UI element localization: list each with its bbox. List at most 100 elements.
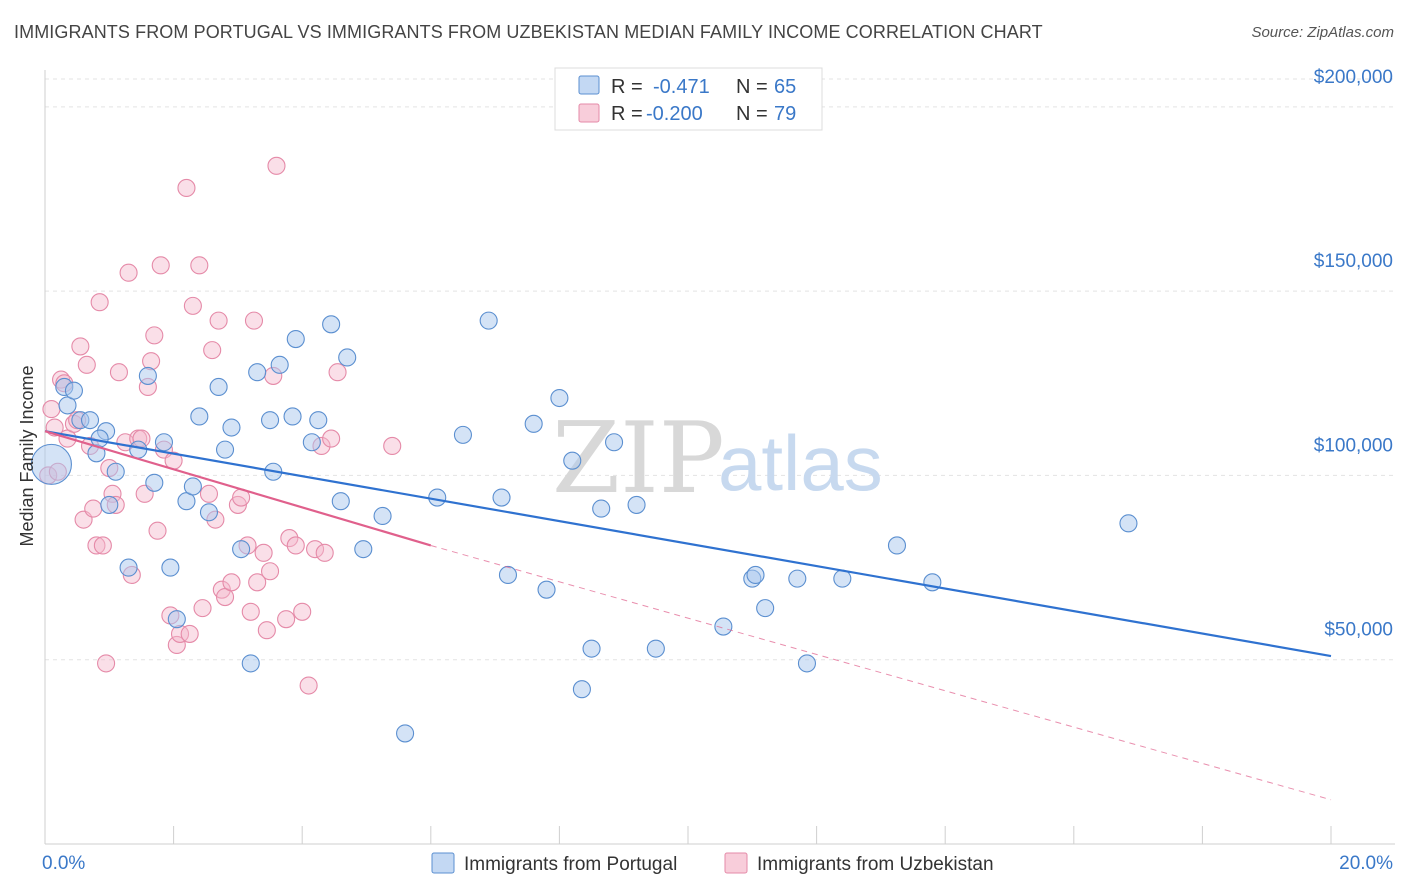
- portugal-point: [797, 654, 817, 673]
- uzbekistan-point: [119, 263, 138, 282]
- portugal-point: [100, 495, 119, 514]
- portugal-point: [138, 366, 157, 385]
- portugal-point: [286, 330, 305, 349]
- portugal-point: [492, 488, 511, 507]
- uzbekistan-point: [383, 436, 402, 455]
- uzbekistan-point: [254, 543, 273, 562]
- uzbekistan-point: [193, 599, 212, 618]
- legend-r-value-uzbekistan: -0.200: [646, 103, 703, 125]
- portugal-point: [283, 407, 302, 426]
- uzbekistan-point: [142, 352, 161, 371]
- portugal-trend-line: [44, 430, 1332, 658]
- portugal-point: [309, 411, 328, 430]
- legend-n-value-portugal: 65: [774, 76, 796, 98]
- portugal-point: [215, 440, 235, 459]
- portugal-point: [746, 565, 765, 584]
- y-tick-label: $150,000: [1314, 251, 1393, 272]
- portugal-point: [627, 495, 646, 514]
- portugal-point: [1119, 514, 1138, 533]
- uzbekistan-point: [293, 602, 312, 621]
- series-legend: Immigrants from Portugal Immigrants from…: [431, 852, 994, 875]
- uzbekistan-point: [145, 326, 164, 345]
- portugal-points: [30, 311, 1138, 743]
- portugal-point: [183, 477, 202, 496]
- legend-r-value-portugal: -0.471: [653, 76, 710, 98]
- portugal-point: [80, 411, 100, 430]
- portugal-point: [453, 425, 473, 444]
- chart-title: IMMIGRANTS FROM PORTUGAL VS IMMIGRANTS F…: [14, 22, 1043, 42]
- uzbekistan-point: [183, 296, 202, 315]
- portugal-point: [373, 506, 392, 526]
- portugal-point: [331, 492, 350, 511]
- uzbekistan-trend-line: [44, 430, 432, 547]
- watermark-atlas: atlas: [718, 419, 883, 507]
- portugal-point: [524, 414, 543, 433]
- uzbekistan-point: [260, 562, 280, 581]
- portugal-point: [322, 315, 341, 334]
- uzbekistan-point: [90, 293, 109, 312]
- y-axis-label: Median Family Income: [17, 365, 37, 546]
- legend-n-value-uzbekistan: 79: [774, 103, 796, 125]
- x-tick-labels: 0.0% 20.0%: [42, 853, 1393, 874]
- portugal-point: [592, 499, 611, 518]
- uzbekistan-trend-extension: [430, 544, 1332, 801]
- grid-lines: [45, 78, 1395, 661]
- uzbekistan-point: [280, 529, 299, 548]
- trend-lines: [44, 430, 1332, 801]
- portugal-point: [30, 443, 72, 485]
- portugal-point: [241, 654, 260, 673]
- source-credit: Source: ZipAtlas.com: [1251, 24, 1394, 41]
- portugal-point: [106, 462, 125, 481]
- portugal-point: [154, 433, 174, 452]
- uzbekistan-point: [87, 536, 106, 555]
- portugal-point: [479, 311, 498, 330]
- uzbekistan-point: [97, 654, 116, 673]
- portugal-point: [396, 724, 415, 743]
- uzbekistan-point: [244, 311, 264, 330]
- portugal-point: [64, 381, 83, 400]
- uzbekistan-point: [248, 573, 267, 592]
- portugal-point: [199, 503, 219, 522]
- y-tick-labels: $50,000 $100,000 $150,000 $200,000: [1314, 67, 1393, 641]
- portugal-point: [222, 418, 241, 437]
- legend-n-label-uzbekistan: N =: [736, 103, 768, 125]
- uzbekistan-point: [267, 156, 286, 175]
- uzbekistan-point: [277, 610, 296, 629]
- uzbekistan-point: [77, 355, 96, 374]
- legend-r-label-portugal: R =: [611, 76, 643, 98]
- portugal-point: [270, 355, 289, 374]
- uzbekistan-point: [151, 256, 170, 275]
- series-legend-swatch-uzbekistan: [724, 852, 748, 874]
- uzbekistan-point: [93, 536, 112, 555]
- uzbekistan-point: [322, 429, 341, 448]
- uzbekistan-point: [306, 540, 325, 559]
- uzbekistan-point: [257, 621, 276, 640]
- watermark: ZIP atlas: [552, 402, 883, 516]
- y-tick-label: $50,000: [1324, 620, 1393, 641]
- portugal-point: [338, 348, 357, 367]
- portugal-point: [887, 536, 907, 555]
- uzbekistan-point: [203, 341, 222, 360]
- portugal-point: [302, 433, 321, 452]
- uzbekistan-point: [180, 624, 199, 643]
- portugal-point: [232, 540, 251, 559]
- series-legend-swatch-portugal: [431, 852, 455, 874]
- legend-swatch-uzbekistan: [578, 103, 600, 123]
- uzbekistan-point: [148, 521, 167, 540]
- uzbekistan-point: [315, 543, 334, 562]
- uzbekistan-point: [299, 676, 318, 695]
- portugal-point: [550, 388, 569, 408]
- portugal-point: [167, 610, 186, 629]
- uzbekistan-point: [42, 400, 61, 419]
- uzbekistan-point: [177, 178, 196, 197]
- series-legend-label-portugal: Immigrants from Portugal: [464, 854, 677, 875]
- uzbekistan-point: [167, 635, 186, 655]
- uzbekistan-point: [199, 484, 219, 503]
- series-legend-label-uzbekistan: Immigrants from Uzbekistan: [757, 854, 994, 875]
- y-tick-label: $200,000: [1314, 67, 1393, 88]
- portugal-point: [563, 451, 582, 470]
- portugal-point: [756, 599, 775, 618]
- portugal-point: [605, 433, 624, 452]
- portugal-point: [209, 377, 228, 397]
